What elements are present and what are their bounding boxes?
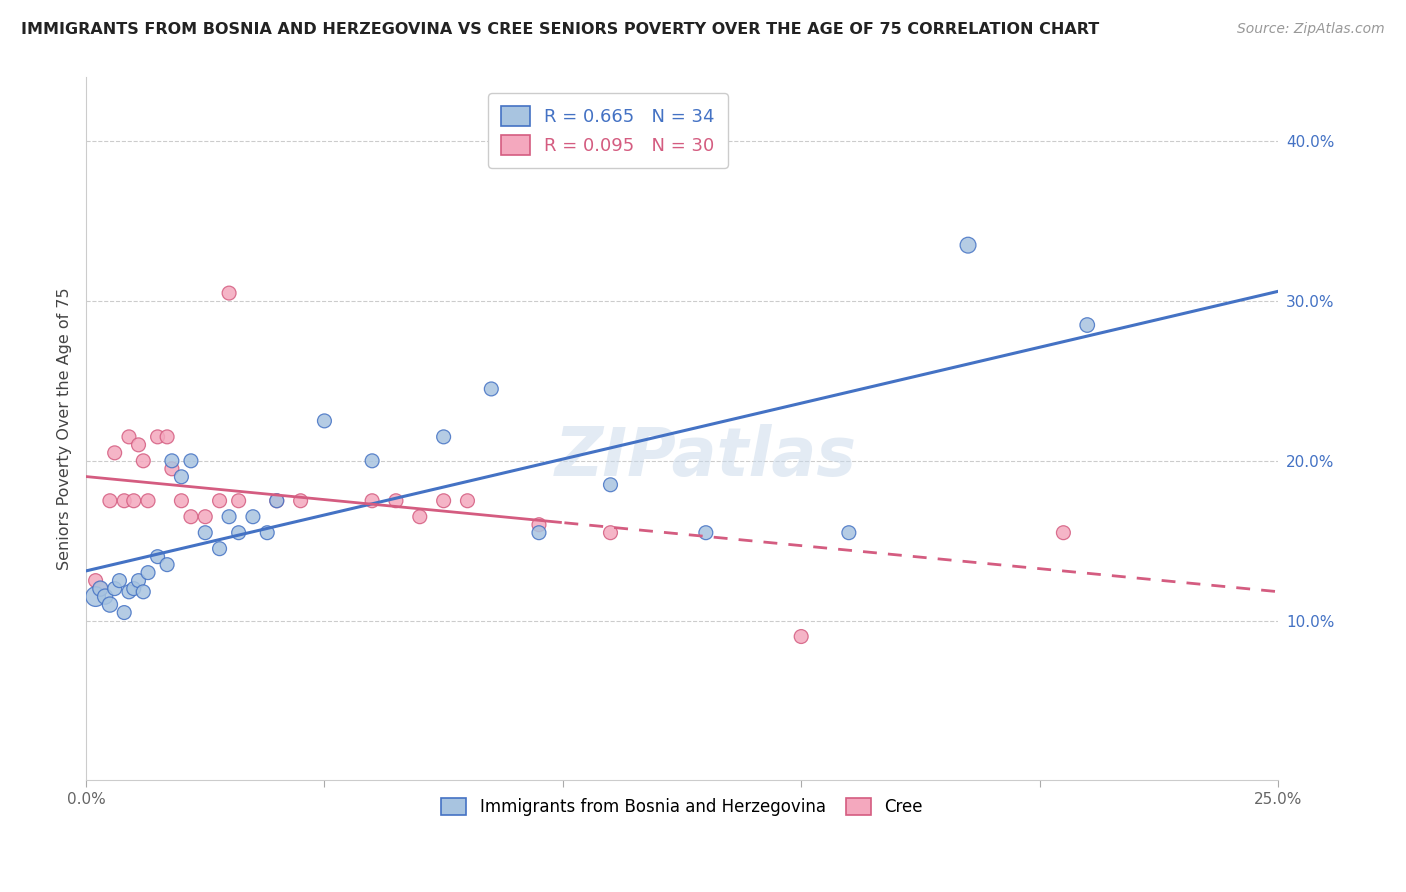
Text: ZIPatlas: ZIPatlas bbox=[555, 424, 856, 490]
Point bbox=[146, 549, 169, 564]
Point bbox=[527, 517, 550, 532]
Point bbox=[128, 438, 150, 452]
Point bbox=[228, 525, 250, 540]
Point bbox=[361, 493, 384, 508]
Point bbox=[128, 574, 150, 588]
Point bbox=[290, 493, 312, 508]
Point bbox=[104, 446, 127, 460]
Legend: Immigrants from Bosnia and Herzegovina, Cree: Immigrants from Bosnia and Herzegovina, … bbox=[433, 789, 931, 825]
Point bbox=[132, 454, 155, 468]
Point bbox=[1052, 525, 1074, 540]
Point bbox=[104, 582, 127, 596]
Point bbox=[242, 509, 264, 524]
Point bbox=[208, 541, 231, 556]
Point bbox=[146, 430, 169, 444]
Point bbox=[136, 493, 159, 508]
Point bbox=[218, 286, 240, 301]
Point bbox=[790, 630, 813, 644]
Point bbox=[194, 509, 217, 524]
Point bbox=[599, 525, 621, 540]
Point bbox=[136, 566, 159, 580]
Point bbox=[266, 493, 288, 508]
Point bbox=[122, 582, 145, 596]
Point bbox=[433, 493, 456, 508]
Point bbox=[838, 525, 860, 540]
Point bbox=[84, 590, 107, 604]
Point bbox=[180, 454, 202, 468]
Point bbox=[94, 590, 117, 604]
Point bbox=[218, 509, 240, 524]
Point bbox=[599, 477, 621, 491]
Point bbox=[89, 582, 111, 596]
Text: Source: ZipAtlas.com: Source: ZipAtlas.com bbox=[1237, 22, 1385, 37]
Point bbox=[314, 414, 336, 428]
Text: IMMIGRANTS FROM BOSNIA AND HERZEGOVINA VS CREE SENIORS POVERTY OVER THE AGE OF 7: IMMIGRANTS FROM BOSNIA AND HERZEGOVINA V… bbox=[21, 22, 1099, 37]
Point bbox=[957, 238, 980, 252]
Point bbox=[122, 493, 145, 508]
Point bbox=[256, 525, 278, 540]
Point bbox=[527, 525, 550, 540]
Point bbox=[1076, 318, 1098, 332]
Point bbox=[156, 558, 179, 572]
Point bbox=[112, 493, 135, 508]
Point bbox=[160, 462, 183, 476]
Point bbox=[208, 493, 231, 508]
Y-axis label: Seniors Poverty Over the Age of 75: Seniors Poverty Over the Age of 75 bbox=[58, 287, 72, 570]
Point bbox=[132, 584, 155, 599]
Point bbox=[228, 493, 250, 508]
Point bbox=[479, 382, 502, 396]
Point bbox=[170, 470, 193, 484]
Point bbox=[361, 454, 384, 468]
Point bbox=[108, 574, 131, 588]
Point bbox=[89, 582, 111, 596]
Point bbox=[180, 509, 202, 524]
Point bbox=[112, 606, 135, 620]
Point bbox=[156, 430, 179, 444]
Point bbox=[84, 574, 107, 588]
Point bbox=[194, 525, 217, 540]
Point bbox=[695, 525, 717, 540]
Point bbox=[118, 584, 141, 599]
Point bbox=[456, 493, 478, 508]
Point bbox=[170, 493, 193, 508]
Point bbox=[409, 509, 432, 524]
Point bbox=[385, 493, 408, 508]
Point bbox=[433, 430, 456, 444]
Point bbox=[266, 493, 288, 508]
Point bbox=[118, 430, 141, 444]
Point bbox=[160, 454, 183, 468]
Point bbox=[98, 598, 121, 612]
Point bbox=[98, 493, 121, 508]
